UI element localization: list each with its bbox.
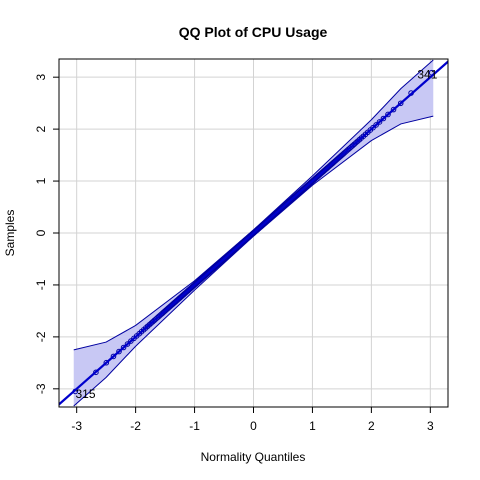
sample-point — [380, 115, 387, 122]
sample-point — [93, 369, 99, 376]
point-id-label: 341 — [417, 68, 437, 82]
sample-point — [349, 142, 356, 149]
x-tick-label: -3 — [71, 419, 82, 433]
sample-point — [116, 348, 122, 355]
axes: -3 -2 -1 0 1 2 3 -3 -2 -1 0 1 2 3 — [34, 58, 449, 433]
y-tick-label: 3 — [34, 74, 48, 81]
y-tick-label: -3 — [34, 383, 48, 394]
x-tick-label: 2 — [368, 419, 375, 433]
sample-point — [351, 141, 358, 148]
sample-point — [124, 341, 131, 347]
sample-point — [103, 359, 110, 366]
y-tick-label: -2 — [34, 331, 48, 342]
x-tick-label: 3 — [427, 419, 434, 433]
y-tick-label: 0 — [34, 229, 48, 236]
x-tick-label: -2 — [130, 419, 141, 433]
sample-point — [110, 353, 117, 360]
reference-line-group — [59, 60, 448, 406]
y-axis-label: Samples — [3, 210, 17, 257]
point-id-label: 315 — [76, 387, 96, 401]
chart-title: QQ Plot of CPU Usage — [179, 24, 328, 40]
x-tick-label: -1 — [189, 419, 200, 433]
sample-point — [390, 106, 397, 113]
y-tick-label: 1 — [34, 177, 48, 184]
sample-point — [120, 344, 127, 351]
sample-points — [72, 69, 435, 395]
annotations: 341 315 — [76, 68, 438, 401]
sample-point — [397, 100, 404, 107]
sample-point — [385, 111, 391, 118]
x-tick-label: 1 — [309, 419, 316, 433]
sample-point — [373, 122, 379, 128]
x-tick-label: 0 — [250, 419, 257, 433]
sample-point — [376, 119, 383, 125]
x-axis-label: Normality Quantiles — [201, 450, 306, 464]
reference-line — [59, 60, 448, 406]
y-tick-label: -1 — [34, 279, 48, 290]
sample-point — [148, 320, 154, 326]
y-tick-label: 2 — [34, 125, 48, 132]
